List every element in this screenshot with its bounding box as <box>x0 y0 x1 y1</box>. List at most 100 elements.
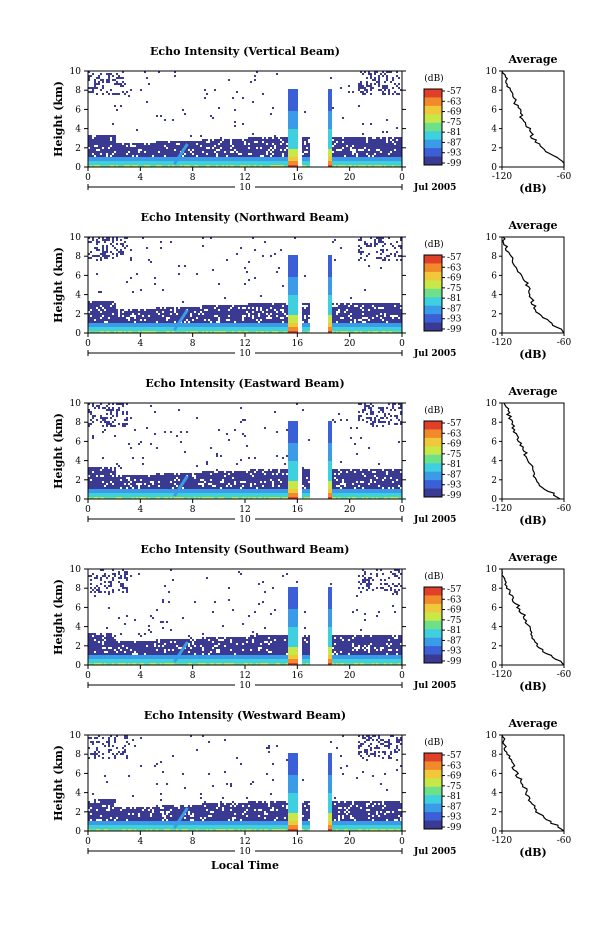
heatmap-cell <box>216 311 218 313</box>
heatmap-cell <box>204 139 206 141</box>
heatmap-cell <box>390 163 392 165</box>
heatmap-cell <box>368 151 370 153</box>
heatmap-cell <box>226 157 228 159</box>
heatmap-cell <box>334 325 336 327</box>
heatmap-cell <box>282 323 284 325</box>
heatmap-cell <box>236 327 238 329</box>
heatmap-cell <box>268 159 270 161</box>
heatmap-cell <box>154 309 156 311</box>
heatmap-cell <box>224 325 226 327</box>
heatmap-cell <box>118 157 120 159</box>
heatmap-cell <box>276 157 278 159</box>
heatmap-cell <box>92 155 94 157</box>
heatmap-cell <box>234 325 236 327</box>
heatmap-cell <box>274 323 276 325</box>
heatmap-cell <box>168 321 170 323</box>
heatmap-cell <box>150 317 152 319</box>
heatmap-cell <box>114 485 116 487</box>
heatmap-cell <box>292 329 294 331</box>
heatmap-cell <box>90 471 92 473</box>
colorbar-tick-label: -99 <box>447 325 462 335</box>
heatmap-cell <box>238 325 240 327</box>
heatmap-cell <box>302 149 304 151</box>
heatmap-cell <box>284 141 286 143</box>
heatmap-cell <box>206 323 208 325</box>
heatmap-cell <box>194 143 196 145</box>
heatmap-cell <box>288 95 290 97</box>
heatmap-cell <box>122 245 124 247</box>
heatmap-cell <box>392 147 394 149</box>
heatmap-cell <box>146 101 148 103</box>
heatmap-cell <box>262 307 264 309</box>
heatmap-cell <box>264 327 266 329</box>
heatmap-cell <box>164 323 166 325</box>
heatmap-cell <box>142 321 144 323</box>
heatmap-cell <box>96 239 98 241</box>
heatmap-cell <box>210 311 212 313</box>
heatmap-cell <box>230 305 232 307</box>
heatmap-cell <box>224 143 226 145</box>
heatmap-cell <box>292 275 294 277</box>
heatmap-cell <box>344 151 346 153</box>
x-tick-label: 8 <box>190 173 196 183</box>
heatmap-cell <box>340 323 342 325</box>
heatmap-cell <box>102 327 104 329</box>
heatmap-cell <box>136 273 138 275</box>
heatmap-cell <box>104 407 106 409</box>
heatmap-cell <box>100 141 102 143</box>
heatmap-cell <box>206 143 208 145</box>
heatmap-cell <box>372 303 374 305</box>
y-tick-label: 8 <box>75 252 81 262</box>
heatmap-cell <box>224 313 226 315</box>
heatmap-cell <box>120 331 122 333</box>
heatmap-cell <box>370 325 372 327</box>
heatmap-cell <box>244 319 246 321</box>
heatmap-cell <box>154 325 156 327</box>
heatmap-cell <box>110 495 112 497</box>
heatmap-cell <box>372 147 374 149</box>
heatmap-cell <box>336 165 338 167</box>
heatmap-cell <box>94 467 96 469</box>
heatmap-cell <box>208 309 210 311</box>
heatmap-cell <box>142 165 144 167</box>
heatmap-cell <box>330 157 332 159</box>
heatmap-cell <box>344 317 346 319</box>
heatmap-cell <box>254 327 256 329</box>
heatmap-cell <box>222 307 224 309</box>
heatmap-cell <box>222 319 224 321</box>
heatmap-cell <box>238 317 240 319</box>
heatmap-cell <box>288 113 290 115</box>
heatmap-cell <box>202 307 204 309</box>
heatmap-cell <box>88 403 90 405</box>
heatmap-cell <box>290 307 292 309</box>
colorbar-title: (dB) <box>424 73 443 84</box>
colorbar-swatch <box>424 305 442 315</box>
heatmap-cell <box>344 327 346 329</box>
heatmap-cell <box>96 487 98 489</box>
heatmap-cell <box>360 143 362 145</box>
heatmap-cell <box>334 141 336 143</box>
heatmap-cell <box>232 139 234 141</box>
heatmap-cell <box>92 479 94 481</box>
heatmap-cell <box>264 157 266 159</box>
heatmap-cell <box>290 105 292 107</box>
heatmap-cell <box>218 315 220 317</box>
heatmap-cell <box>250 159 252 161</box>
heatmap-cell <box>292 133 294 135</box>
heatmap-cell <box>150 331 152 333</box>
heatmap-cell <box>100 417 102 419</box>
heatmap-cell <box>280 323 282 325</box>
heatmap-cell <box>396 319 398 321</box>
heatmap-cell <box>106 497 108 499</box>
heatmap-cell <box>294 101 296 103</box>
heatmap-cell <box>366 319 368 321</box>
heatmap-cell <box>268 329 270 331</box>
heatmap-cell <box>342 117 344 119</box>
heatmap-cell <box>148 331 150 333</box>
x-tick-label: 20 <box>344 173 356 183</box>
heatmap-cell <box>334 157 336 159</box>
heatmap-cell <box>286 321 288 323</box>
heatmap-cell <box>216 327 218 329</box>
heatmap-cell <box>360 313 362 315</box>
heatmap-cell <box>360 81 362 83</box>
